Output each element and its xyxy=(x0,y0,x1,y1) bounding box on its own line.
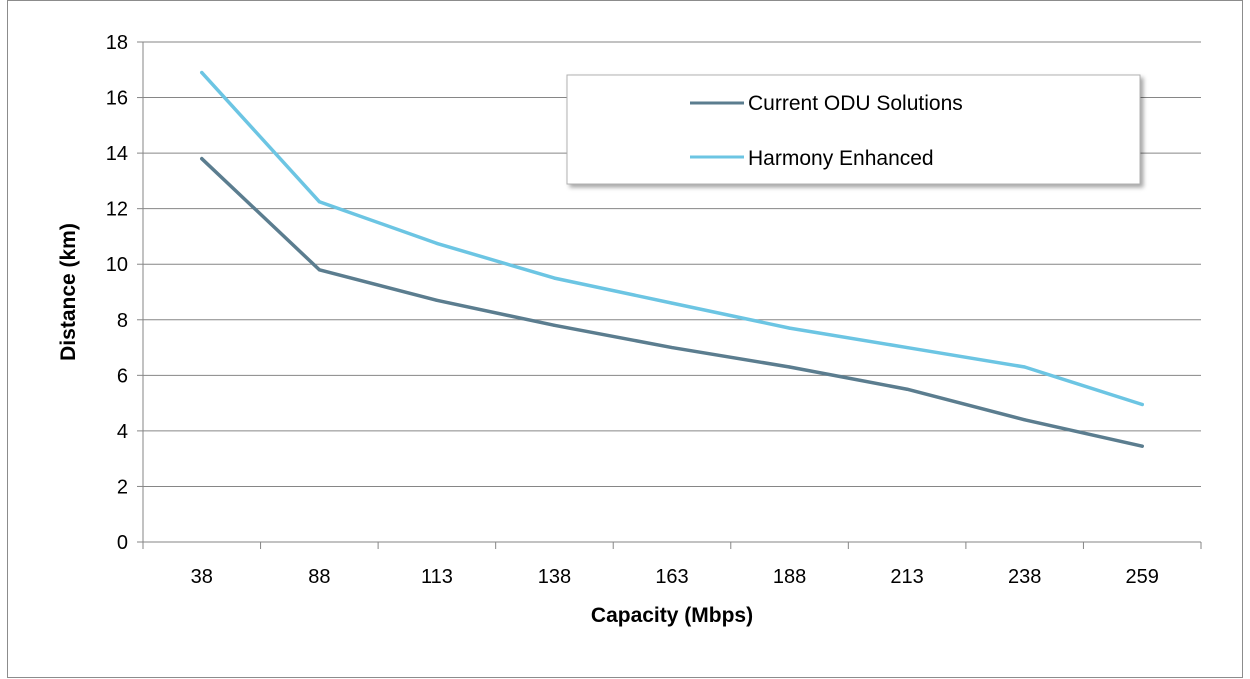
y-axis-title: Distance (km) xyxy=(57,223,80,361)
y-tick-label: 10 xyxy=(106,254,128,276)
data-point xyxy=(200,157,204,161)
x-tick-label: 188 xyxy=(773,566,806,588)
x-tick-label: 213 xyxy=(890,566,923,588)
x-tick-label: 113 xyxy=(421,566,453,588)
y-tick-label: 0 xyxy=(117,532,128,554)
y-tick-label: 18 xyxy=(106,32,128,54)
data-point xyxy=(317,200,321,204)
x-axis-title: Capacity (Mbps) xyxy=(591,604,753,627)
series-lines xyxy=(200,70,1144,448)
y-tick-label: 12 xyxy=(106,199,128,221)
x-axis-ticks xyxy=(142,542,1202,549)
y-tick-label: 14 xyxy=(106,143,128,165)
data-point xyxy=(1140,444,1144,448)
legend-box xyxy=(566,74,1141,185)
y-tick-label: 4 xyxy=(117,421,128,443)
axes xyxy=(142,42,1201,543)
data-point xyxy=(787,365,792,369)
x-tick-label: 88 xyxy=(308,566,330,588)
legend-label-harmony-enhanced: Harmony Enhanced xyxy=(748,147,934,170)
data-point xyxy=(787,326,792,330)
data-point xyxy=(670,345,674,350)
data-point xyxy=(1140,402,1144,407)
legend-label-current-odu: Current ODU Solutions xyxy=(748,92,963,115)
data-point xyxy=(317,268,321,272)
y-tick-label: 2 xyxy=(117,476,128,498)
data-point xyxy=(552,323,557,327)
data-point xyxy=(1023,365,1027,369)
x-tick-label: 238 xyxy=(1008,566,1041,588)
y-tick-label: 16 xyxy=(106,88,128,110)
data-point xyxy=(670,301,674,305)
y-tick-label: 6 xyxy=(117,365,128,387)
x-axis-tick-labels: 38 88 113 138 163 188 213 238 259 xyxy=(191,566,1159,588)
data-point xyxy=(905,387,909,391)
y-axis-tick-labels: 0 2 4 6 8 10 12 14 16 18 xyxy=(106,32,128,554)
x-tick-label: 138 xyxy=(538,566,571,588)
x-tick-label: 38 xyxy=(191,566,213,588)
x-tick-label: 163 xyxy=(655,566,688,588)
data-point xyxy=(435,298,439,302)
data-point xyxy=(552,276,557,280)
x-tick-label: 259 xyxy=(1126,566,1159,588)
legend: Current ODU Solutions Harmony Enhanced xyxy=(566,74,1141,185)
data-point xyxy=(1023,418,1027,422)
data-point xyxy=(435,241,439,245)
data-point xyxy=(905,345,909,350)
y-tick-label: 8 xyxy=(117,310,128,332)
data-point xyxy=(200,70,204,75)
